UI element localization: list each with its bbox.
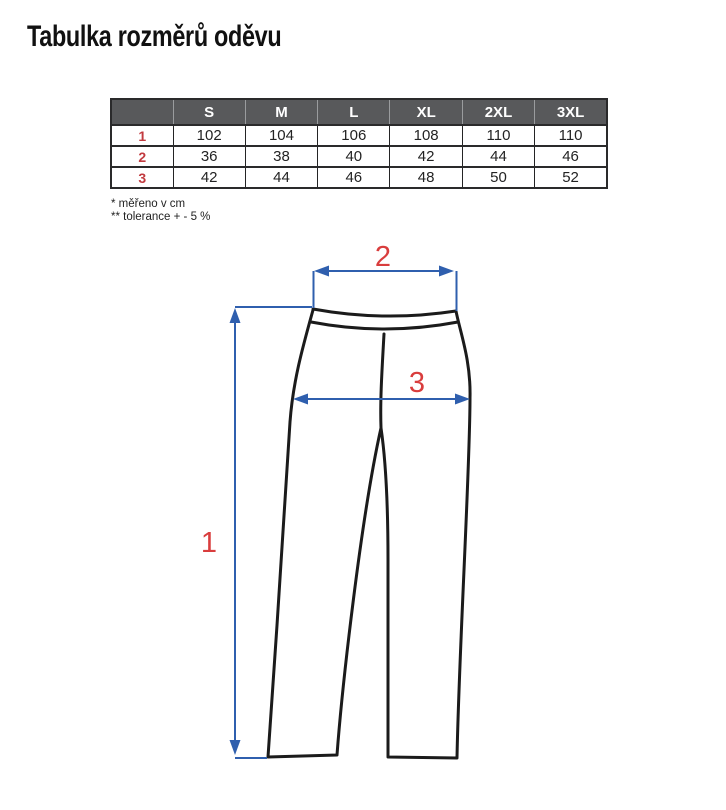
cell-2-s: 36 <box>172 145 246 167</box>
cell-1-s: 102 <box>172 124 246 146</box>
row-label-1: 1 <box>111 124 173 146</box>
dimension-lines <box>229 265 470 759</box>
page-title: Tabulka rozměrů oděvu <box>27 20 282 53</box>
dim1-arrowhead-bottom <box>229 740 241 755</box>
cell-2-2xl: 44 <box>461 145 535 167</box>
cell-1-3xl: 110 <box>534 124 607 146</box>
size-table: S M L XL 2XL 3XL 1 102 104 106 108 110 1… <box>110 98 608 189</box>
cell-1-2xl: 110 <box>461 124 535 146</box>
dim1-arrowhead-top <box>229 308 241 323</box>
table-row-2: 2 36 38 40 42 44 46 <box>111 145 607 167</box>
col-header-2xl: 2XL <box>461 99 535 125</box>
footnote-measured-in-cm: * měřeno v cm <box>111 198 186 210</box>
cell-1-xl: 108 <box>389 124 463 146</box>
cell-2-xl: 42 <box>389 145 463 167</box>
col-header-m: M <box>244 99 318 125</box>
cell-3-l: 46 <box>317 166 390 188</box>
dim3-arrowhead-left <box>293 393 308 405</box>
row-label-2: 2 <box>111 145 173 167</box>
cell-3-s: 42 <box>172 166 246 188</box>
cell-2-l: 40 <box>317 145 390 167</box>
row-label-3: 3 <box>111 166 173 188</box>
cell-3-2xl: 50 <box>461 166 535 188</box>
dim-label-length: 1 <box>201 527 217 559</box>
table-row-1: 1 102 104 106 108 110 110 <box>111 124 607 146</box>
col-header-3xl: 3XL <box>534 99 607 125</box>
footnotes: * měřeno v cm ** tolerance + - 5 % <box>111 198 210 224</box>
size-table-header-row: S M L XL 2XL 3XL <box>111 99 607 125</box>
cell-1-m: 104 <box>244 124 318 146</box>
waistband-bottom-edge <box>309 320 460 331</box>
table-row-3: 3 42 44 46 48 50 52 <box>111 166 607 188</box>
col-header-xl: XL <box>389 99 463 125</box>
dim-label-waist: 2 <box>375 241 391 273</box>
dim-label-hip: 3 <box>409 367 425 399</box>
footnote-tolerance: ** tolerance + - 5 % <box>111 211 211 223</box>
pants-body-path <box>266 308 472 760</box>
dim3-arrowhead-right <box>455 393 470 405</box>
cell-2-m: 38 <box>244 145 318 167</box>
cell-3-3xl: 52 <box>534 166 607 188</box>
dim2-arrowhead-right <box>439 265 454 277</box>
corner-cell <box>111 99 173 125</box>
cell-3-xl: 48 <box>389 166 463 188</box>
cell-3-m: 44 <box>244 166 318 188</box>
dim2-arrowhead-left <box>314 265 329 277</box>
center-crease-line <box>379 332 386 430</box>
waistband-top-edge <box>311 307 458 318</box>
cell-2-3xl: 46 <box>534 145 607 167</box>
col-header-l: L <box>317 99 390 125</box>
col-header-s: S <box>172 99 246 125</box>
dimension-waist <box>312 265 458 311</box>
pants-outline <box>266 307 472 760</box>
cell-1-l: 106 <box>317 124 390 146</box>
dimension-length <box>229 306 312 759</box>
dimension-hip <box>293 393 470 405</box>
